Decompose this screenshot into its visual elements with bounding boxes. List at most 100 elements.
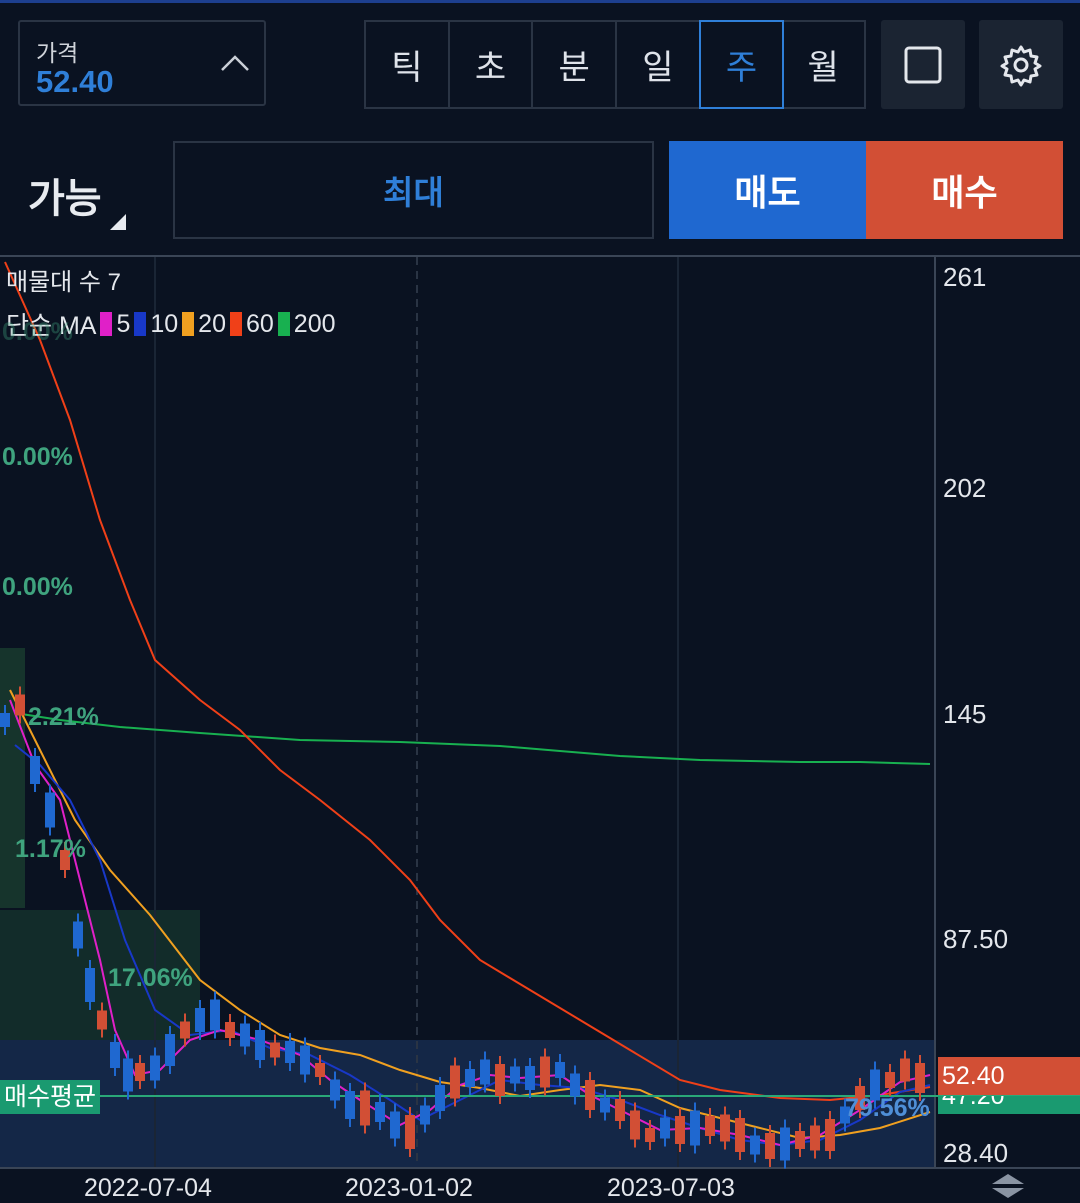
candle-body <box>180 1021 190 1039</box>
candle-body <box>720 1114 730 1142</box>
tab-day[interactable]: 일 <box>617 22 701 107</box>
candle-body <box>885 1072 895 1088</box>
avg-buy-label: 매수평균 <box>0 1080 101 1114</box>
candle-body <box>750 1135 760 1155</box>
tab-tick[interactable]: 틱 <box>366 22 450 107</box>
candle-body <box>810 1125 820 1151</box>
candle-body <box>510 1066 520 1084</box>
candle-body <box>765 1133 775 1159</box>
ma-60-line <box>4 261 931 1102</box>
price-value: 52.40 <box>36 64 114 99</box>
available-label[interactable]: 가능 <box>28 177 102 221</box>
candle-body <box>300 1045 310 1075</box>
ma-5-swatch <box>100 312 113 336</box>
candle-body <box>540 1056 550 1088</box>
y-tick: 202 <box>943 473 987 503</box>
tab-minute[interactable]: 분 <box>533 22 618 107</box>
candle-body <box>73 921 83 949</box>
candle-body <box>630 1110 640 1140</box>
volume-pct-label: 2.21% <box>28 703 99 731</box>
tab-second[interactable]: 초 <box>450 22 534 107</box>
candle-body <box>285 1041 295 1063</box>
candle-body <box>85 968 95 1002</box>
volume-pct-label: 0.00% <box>2 443 73 471</box>
candle-body <box>330 1079 340 1101</box>
ma-5-label: 5 <box>116 309 131 338</box>
tab-week[interactable]: 주 <box>698 20 785 109</box>
candle-body <box>255 1030 265 1060</box>
square-icon <box>904 46 942 83</box>
volume-profile-bar <box>0 648 25 908</box>
ma-60-label: 60 <box>245 309 274 338</box>
candle-body <box>780 1127 790 1161</box>
candle-body <box>585 1080 595 1110</box>
candle-body <box>375 1102 385 1122</box>
ma-10-label: 10 <box>150 309 179 338</box>
settings-button[interactable] <box>979 20 1063 109</box>
candle-body <box>555 1062 565 1078</box>
candle-body <box>465 1069 475 1087</box>
ma-legend[interactable]: 단순 MA 5 10 20 60 200 <box>6 306 336 342</box>
tab-month[interactable]: 월 <box>807 49 839 87</box>
chevron-up-icon[interactable] <box>220 48 250 78</box>
candle-body <box>240 1023 250 1047</box>
candle-body <box>705 1116 715 1136</box>
price-label: 가격 <box>36 40 79 66</box>
top-accent-line <box>0 0 1080 3</box>
volume-pct-label: 1.17% <box>15 835 86 863</box>
candle-body <box>420 1105 430 1125</box>
candle-body <box>390 1111 400 1139</box>
scroll-handle-icon[interactable] <box>990 1172 1026 1200</box>
avg-price-tag: 47.20 <box>938 1096 1080 1114</box>
candle-body <box>30 756 40 784</box>
dropdown-corner-icon[interactable] <box>110 214 126 230</box>
candle-body <box>210 999 220 1031</box>
candle-body <box>345 1091 355 1119</box>
candle-body <box>165 1034 175 1066</box>
candle-body <box>675 1116 685 1144</box>
y-tick: 261 <box>943 262 987 292</box>
candle-body <box>840 1106 850 1124</box>
candle-body <box>525 1066 535 1090</box>
candle-body <box>870 1069 880 1101</box>
candle-body <box>45 792 55 828</box>
price-chart[interactable] <box>0 257 1080 1201</box>
ma-10-swatch <box>134 312 147 336</box>
x-tick: 2023-01-02 <box>345 1174 473 1202</box>
ma-legend-title: 단순 MA <box>6 312 97 340</box>
ma-20-swatch <box>182 312 195 336</box>
candle-body <box>123 1058 133 1092</box>
volume-pct-label: 0.00% <box>2 573 73 601</box>
candle-body <box>110 1042 120 1068</box>
x-tick: 2022-07-04 <box>84 1174 212 1202</box>
max-quantity-button[interactable]: 최대 <box>173 141 654 239</box>
candle-body <box>435 1085 445 1111</box>
candle-body <box>195 1008 205 1032</box>
sell-button[interactable]: 매도 <box>669 141 866 239</box>
candle-body <box>615 1099 625 1121</box>
price-selector[interactable]: 가격 52.40 <box>18 20 266 106</box>
candle-body <box>315 1063 325 1077</box>
volume-pct-label: 17.06% <box>108 964 193 992</box>
y-tick: 87.50 <box>943 924 1009 954</box>
volume-profile-label: 매물대 수 7 <box>6 269 122 296</box>
ma-60-swatch <box>229 312 242 336</box>
x-tick: 2023-07-03 <box>607 1174 735 1202</box>
ma-200-swatch <box>277 312 290 336</box>
candle-body <box>270 1042 280 1058</box>
fullscreen-button[interactable] <box>881 20 965 109</box>
candle-body <box>600 1097 610 1113</box>
ma-200-line <box>14 712 931 765</box>
volume-pct-label: 0.00% <box>2 318 73 346</box>
candle-body <box>570 1073 580 1097</box>
candle-body <box>495 1064 505 1096</box>
candle-body <box>735 1118 745 1152</box>
candle-body <box>0 713 10 727</box>
candle-body <box>360 1090 370 1126</box>
candle-body <box>60 850 70 870</box>
candle-body <box>97 1010 107 1030</box>
candle-body <box>480 1059 490 1085</box>
candle-body <box>690 1110 700 1146</box>
buy-button[interactable]: 매수 <box>866 141 1063 239</box>
candle-body <box>645 1128 655 1142</box>
